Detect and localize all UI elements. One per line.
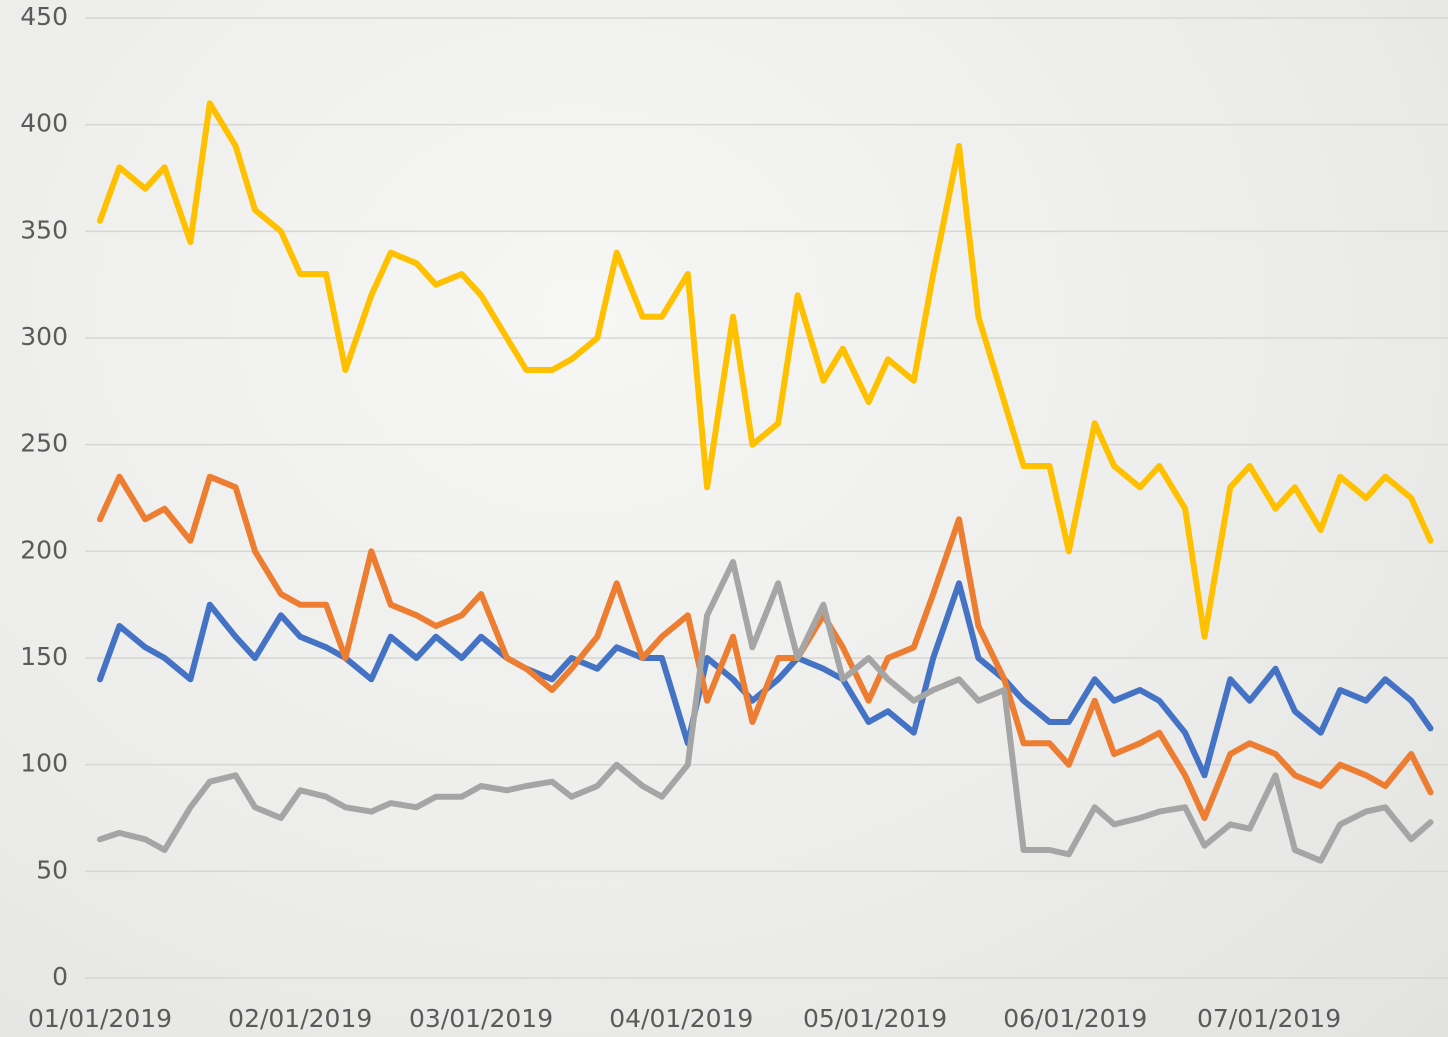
series-line xyxy=(97,559,1434,864)
x-tick-label: 02/01/2019 xyxy=(228,1004,372,1033)
y-tick-label: 250 xyxy=(20,429,68,458)
x-tick-label: 01/01/2019 xyxy=(28,1004,172,1033)
x-tick-label: 07/01/2019 xyxy=(1197,1004,1341,1033)
y-tick-label: 200 xyxy=(20,535,68,564)
y-tick-label: 300 xyxy=(20,322,68,351)
series-line xyxy=(97,473,1434,821)
y-tick-label: 0 xyxy=(52,962,68,991)
y-tick-label: 150 xyxy=(20,642,68,671)
y-tick-label: 50 xyxy=(36,855,68,884)
y-tick-label: 400 xyxy=(20,109,68,138)
x-tick-label: 03/01/2019 xyxy=(409,1004,553,1033)
y-tick-label: 450 xyxy=(20,2,68,31)
y-tick-label: 350 xyxy=(20,215,68,244)
x-tick-label: 05/01/2019 xyxy=(803,1004,947,1033)
x-tick-label: 06/01/2019 xyxy=(1003,1004,1147,1033)
series-line xyxy=(97,100,1434,640)
y-tick-label: 100 xyxy=(20,749,68,778)
x-tick-label: 04/01/2019 xyxy=(609,1004,753,1033)
